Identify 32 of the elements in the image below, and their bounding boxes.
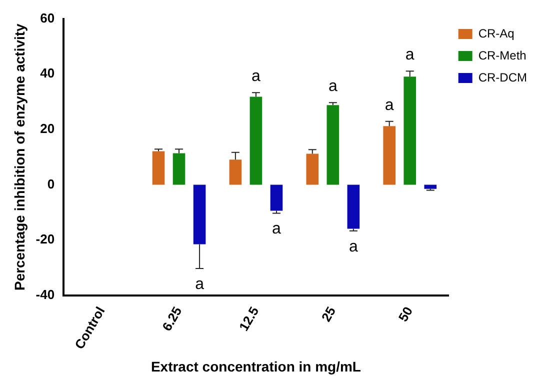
y-axis-title: Percentage inhibition of enzyme activity [11, 23, 28, 291]
bar [326, 105, 340, 185]
x-tick-label: 25 [318, 304, 339, 324]
data-label: a [328, 78, 338, 96]
legend-label: CR-Meth [478, 48, 526, 62]
bar [229, 160, 242, 185]
bar [193, 184, 206, 244]
bar [347, 184, 360, 229]
data-label: a [405, 46, 414, 64]
data-label: a [195, 276, 204, 293]
x-tick-label: 50 [395, 304, 416, 324]
bar [172, 153, 186, 185]
y-tick-label: 60 [40, 10, 55, 26]
bar [404, 76, 416, 185]
bar [270, 184, 283, 211]
bar [152, 151, 165, 185]
y-tick-label: 40 [40, 66, 55, 81]
bar [306, 154, 319, 185]
legend-label: CR-DCM [478, 70, 528, 84]
y-tick-label: -40 [36, 286, 55, 302]
x-axis-title: Extract concentration in mg/mL [150, 358, 362, 374]
legend-label: CR-Aq [478, 26, 514, 40]
y-tick-label: 0 [47, 176, 55, 192]
bar [383, 126, 396, 185]
y-tick-label: -20 [36, 232, 55, 247]
data-label: a [384, 96, 394, 114]
y-tick-label: 20 [40, 121, 55, 136]
data-label: a [252, 68, 261, 86]
data-label: a [348, 238, 358, 256]
data-label: a [272, 220, 282, 238]
bar [424, 184, 437, 189]
bar [250, 96, 262, 185]
